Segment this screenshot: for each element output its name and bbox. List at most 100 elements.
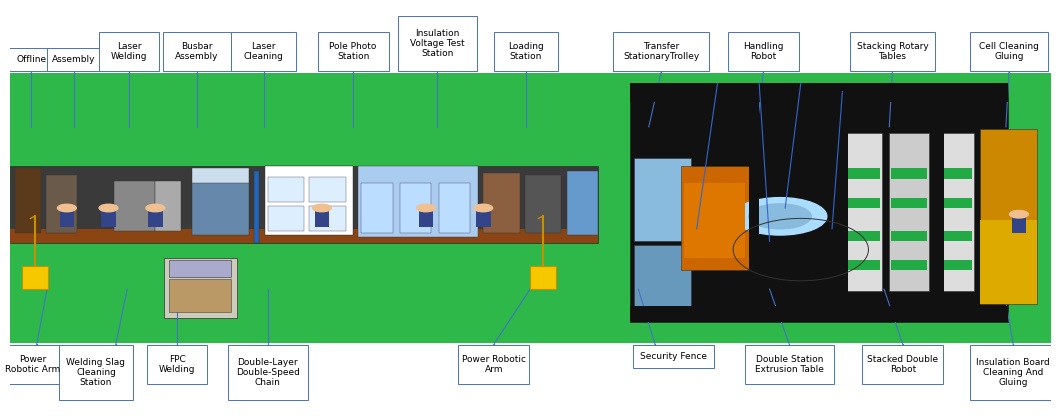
Text: Power Robotic
Arm: Power Robotic Arm	[461, 355, 526, 374]
Bar	[227, 345, 308, 400]
Bar	[22, 266, 48, 289]
Bar	[631, 83, 1008, 322]
Bar	[494, 32, 559, 71]
Circle shape	[1009, 210, 1028, 218]
Bar	[484, 173, 519, 233]
Circle shape	[733, 198, 826, 235]
Text: Loading
Station: Loading Station	[508, 42, 544, 61]
Text: Security Fence: Security Fence	[640, 352, 708, 361]
Circle shape	[99, 204, 117, 212]
Text: Power
Robotic Arm: Power Robotic Arm	[5, 355, 60, 374]
Text: Laser
Welding: Laser Welding	[111, 42, 147, 61]
Bar	[10, 229, 598, 243]
Bar	[6, 48, 56, 71]
Text: FPC
Welding: FPC Welding	[159, 355, 196, 374]
Bar	[685, 183, 745, 258]
Text: Pole Photo
Station: Pole Photo Station	[329, 42, 377, 61]
Bar	[59, 210, 74, 227]
Text: Stacking Rotary
Tables: Stacking Rotary Tables	[857, 42, 928, 61]
Bar	[15, 168, 41, 233]
Bar	[631, 83, 1008, 102]
Bar	[891, 231, 927, 241]
Bar	[837, 83, 847, 322]
Bar	[891, 198, 927, 208]
Bar	[58, 345, 133, 400]
Bar	[530, 266, 557, 289]
Bar	[749, 83, 760, 322]
Bar	[309, 206, 346, 231]
Bar	[936, 260, 971, 270]
Bar	[728, 32, 799, 71]
Bar	[566, 171, 598, 235]
Bar	[113, 181, 156, 231]
Text: Cell Cleaning
Gluing: Cell Cleaning Gluing	[979, 42, 1039, 61]
Bar	[936, 198, 971, 208]
Bar	[862, 345, 944, 384]
Bar	[264, 166, 353, 235]
Bar	[525, 175, 562, 233]
Bar	[844, 168, 880, 179]
Bar	[314, 210, 329, 227]
Circle shape	[474, 204, 493, 212]
Bar	[400, 183, 432, 233]
Bar	[10, 73, 1051, 343]
Bar	[0, 345, 65, 384]
Bar	[458, 345, 529, 384]
Text: Assembly: Assembly	[53, 55, 96, 64]
Bar	[317, 32, 388, 71]
Bar	[268, 206, 305, 231]
Bar	[47, 48, 102, 71]
Bar	[169, 260, 232, 277]
Text: Offline: Offline	[16, 55, 47, 64]
Bar	[980, 129, 1037, 304]
Circle shape	[57, 204, 76, 212]
Bar	[934, 133, 973, 291]
Bar	[614, 32, 709, 71]
Bar	[147, 345, 207, 384]
Bar	[359, 166, 478, 237]
Circle shape	[146, 204, 165, 212]
Bar	[99, 32, 160, 71]
Circle shape	[417, 204, 436, 212]
Circle shape	[749, 204, 811, 229]
Bar	[232, 32, 296, 71]
Text: Handling
Robot: Handling Robot	[743, 42, 784, 61]
Bar	[891, 260, 927, 270]
Text: Insulation Board
Cleaning And
Gluing: Insulation Board Cleaning And Gluing	[977, 358, 1050, 387]
Text: Busbar
Assembly: Busbar Assembly	[176, 42, 219, 61]
Bar	[970, 345, 1056, 400]
Bar	[844, 260, 880, 270]
Bar	[980, 220, 1037, 304]
Bar	[745, 345, 834, 384]
Bar	[1013, 216, 1025, 233]
Bar	[438, 183, 470, 233]
Text: Double Station
Extrusion Table: Double Station Extrusion Table	[755, 355, 824, 374]
Bar	[850, 32, 935, 71]
Bar	[934, 83, 945, 322]
Bar	[936, 231, 971, 241]
Text: Laser
Cleaning: Laser Cleaning	[243, 42, 284, 61]
Bar	[844, 198, 880, 208]
Bar	[309, 177, 346, 202]
Bar	[148, 210, 163, 227]
Bar	[10, 166, 598, 243]
Bar	[634, 158, 692, 241]
Bar	[102, 210, 115, 227]
Text: Welding Slag
Cleaning
Station: Welding Slag Cleaning Station	[67, 358, 126, 387]
Bar	[631, 306, 1008, 322]
Bar	[634, 245, 692, 314]
Bar	[842, 133, 882, 291]
Bar	[191, 168, 249, 183]
Bar	[268, 177, 305, 202]
Bar	[362, 183, 393, 233]
Bar	[970, 32, 1048, 71]
Text: Insulation
Voltage Test
Station: Insulation Voltage Test Station	[411, 29, 464, 58]
Bar	[936, 168, 971, 179]
Bar	[419, 210, 434, 227]
Bar	[264, 166, 353, 235]
Text: Double-Layer
Double-Speed
Chain: Double-Layer Double-Speed Chain	[236, 358, 299, 387]
Bar	[476, 210, 491, 227]
Bar	[169, 279, 232, 312]
Bar	[633, 345, 714, 368]
Bar	[156, 181, 181, 231]
